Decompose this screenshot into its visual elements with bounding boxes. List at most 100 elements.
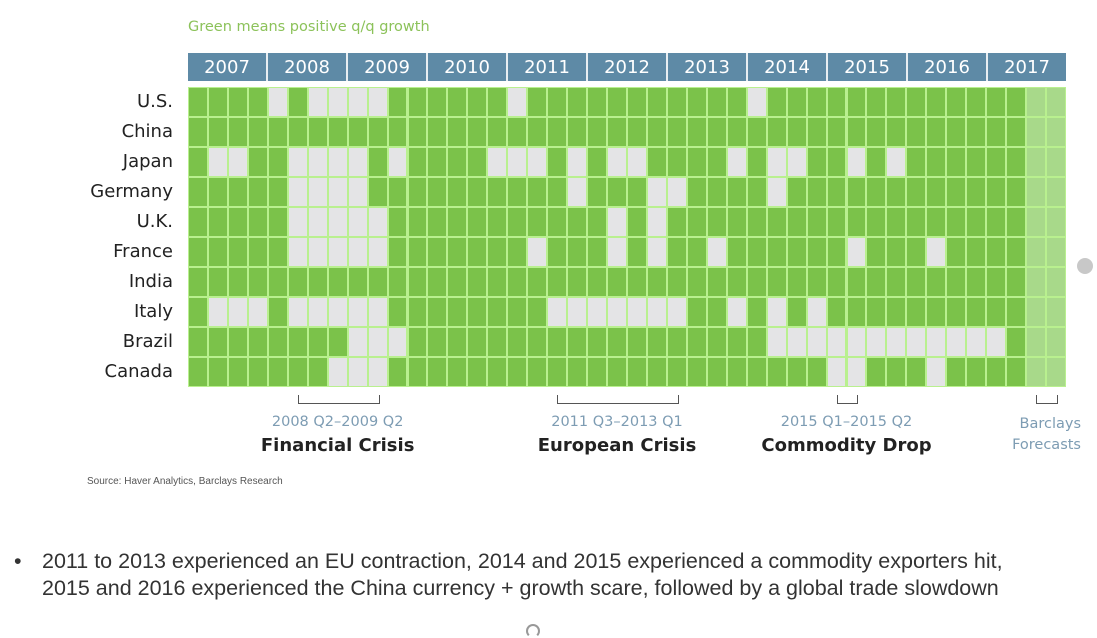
heatmap-cell bbox=[807, 328, 826, 356]
heatmap-cell bbox=[528, 178, 547, 206]
heatmap-cell bbox=[228, 358, 247, 386]
heatmap-cell bbox=[488, 118, 507, 146]
row-label: U.K. bbox=[136, 211, 173, 232]
scroll-indicator-icon[interactable] bbox=[526, 624, 540, 638]
heatmap-cell bbox=[907, 88, 926, 116]
heatmap-cell bbox=[348, 178, 367, 206]
heatmap-cell bbox=[987, 88, 1006, 116]
heatmap-cell bbox=[827, 238, 846, 266]
heatmap-cell bbox=[268, 268, 287, 296]
heatmap-cell bbox=[268, 88, 287, 116]
heatmap-cell bbox=[528, 328, 547, 356]
heatmap-cell bbox=[348, 298, 367, 326]
heatmap-cell bbox=[189, 358, 207, 386]
heatmap-cell bbox=[568, 268, 587, 296]
heatmap-cell bbox=[727, 298, 746, 326]
heatmap-cell bbox=[268, 358, 287, 386]
heatmap-cell bbox=[628, 328, 646, 356]
heatmap-cell bbox=[887, 118, 906, 146]
heatmap-cell bbox=[967, 208, 986, 236]
heatmap-cell bbox=[388, 88, 407, 116]
heatmap-cell bbox=[1007, 178, 1026, 206]
heatmap-cell bbox=[967, 148, 986, 176]
heatmap-cell bbox=[1027, 148, 1046, 176]
heatmap-cell bbox=[189, 208, 207, 236]
heatmap-cell bbox=[208, 328, 227, 356]
heatmap-cell bbox=[807, 298, 826, 326]
heatmap-cell bbox=[707, 328, 726, 356]
heatmap-cell bbox=[847, 118, 866, 146]
heatmap-cell bbox=[508, 88, 527, 116]
heatmap-cell bbox=[907, 118, 926, 146]
heatmap-cell bbox=[228, 238, 247, 266]
side-handle-icon[interactable] bbox=[1077, 258, 1093, 274]
heatmap-cell bbox=[608, 358, 626, 386]
row-label: Germany bbox=[90, 181, 173, 202]
heatmap-cell bbox=[588, 208, 607, 236]
heatmap-cell bbox=[189, 238, 207, 266]
heatmap-cell bbox=[727, 178, 746, 206]
heatmap-cell bbox=[388, 268, 407, 296]
heatmap-cell bbox=[947, 268, 966, 296]
heatmap-cell bbox=[1047, 358, 1065, 386]
heatmap-cell bbox=[348, 268, 367, 296]
heatmap-cell bbox=[867, 298, 886, 326]
heatmap-cell bbox=[328, 208, 347, 236]
year-header-2015: 2015 bbox=[828, 53, 908, 81]
heatmap-cell bbox=[1027, 178, 1046, 206]
heatmap-cell bbox=[568, 298, 587, 326]
heatmap-cell bbox=[448, 328, 467, 356]
heatmap-cell bbox=[767, 88, 786, 116]
heatmap-cell bbox=[827, 298, 846, 326]
heatmap-cell bbox=[368, 238, 387, 266]
heatmap-cell bbox=[528, 298, 547, 326]
heatmap-cell bbox=[787, 298, 806, 326]
heatmap-cell bbox=[687, 148, 706, 176]
heatmap-cell bbox=[628, 268, 646, 296]
heatmap-cell bbox=[388, 208, 407, 236]
annotation-bracket bbox=[836, 395, 859, 404]
heatmap-cell bbox=[887, 298, 906, 326]
heatmap-cell bbox=[807, 118, 826, 146]
heatmap-cell bbox=[428, 328, 447, 356]
heatmap-cell bbox=[667, 118, 686, 146]
heatmap-cell bbox=[767, 328, 786, 356]
heatmap-cell bbox=[687, 238, 706, 266]
row-label: China bbox=[121, 121, 173, 142]
heatmap-cell bbox=[288, 148, 307, 176]
heatmap-cell bbox=[827, 88, 846, 116]
heatmap-cell bbox=[667, 238, 686, 266]
heatmap-cell bbox=[608, 208, 626, 236]
heatmap-cell bbox=[967, 238, 986, 266]
heatmap-cell bbox=[628, 358, 646, 386]
heatmap-cell bbox=[608, 118, 626, 146]
heatmap-cell bbox=[408, 118, 427, 146]
heatmap-cell bbox=[548, 208, 567, 236]
heatmap-cell bbox=[947, 88, 966, 116]
heatmap-cell bbox=[787, 358, 806, 386]
year-header-2010: 2010 bbox=[428, 53, 508, 81]
heatmap-cell bbox=[288, 268, 307, 296]
heatmap-cell bbox=[528, 268, 547, 296]
heatmap-cell bbox=[628, 238, 646, 266]
heatmap-cell bbox=[1047, 238, 1065, 266]
heatmap-cell bbox=[368, 328, 387, 356]
heatmap-cell bbox=[468, 148, 487, 176]
heatmap-cell bbox=[1027, 88, 1046, 116]
heatmap-cell bbox=[727, 358, 746, 386]
year-header-bar: 2007 2008 2009 2010 2011 2012 2013 2014 2015 2016… bbox=[188, 53, 1066, 81]
heatmap-cell bbox=[348, 88, 367, 116]
heatmap-cell bbox=[488, 148, 507, 176]
heatmap-cell bbox=[208, 148, 227, 176]
heatmap-cell bbox=[408, 358, 427, 386]
year-header-2017: 2017 bbox=[1004, 56, 1050, 78]
heatmap-cell bbox=[847, 328, 866, 356]
heatmap-cell bbox=[1047, 118, 1065, 146]
heatmap-cell bbox=[647, 148, 666, 176]
heatmap-cell bbox=[288, 208, 307, 236]
heatmap-cell bbox=[847, 208, 866, 236]
heatmap-cell bbox=[847, 88, 866, 116]
heatmap-cell bbox=[248, 238, 267, 266]
row-label: France bbox=[113, 241, 173, 262]
heatmap-cell bbox=[867, 238, 886, 266]
